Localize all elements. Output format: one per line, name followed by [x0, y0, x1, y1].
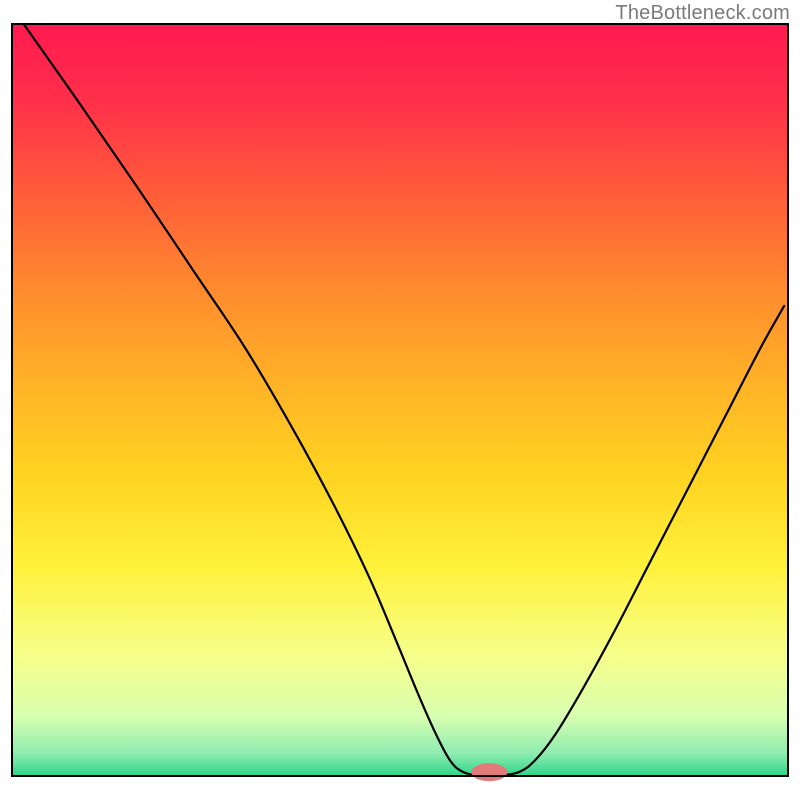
watermark-text: TheBottleneck.com: [615, 2, 790, 25]
gradient-background: [12, 24, 788, 776]
optimal-marker: [471, 763, 507, 781]
bottleneck-chart: [0, 0, 800, 800]
